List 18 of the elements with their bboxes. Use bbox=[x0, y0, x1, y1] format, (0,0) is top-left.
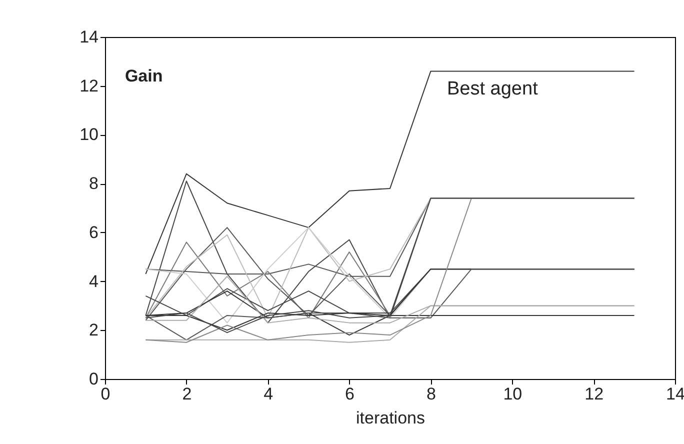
y-tick-label: 10 bbox=[80, 125, 98, 144]
y-axis-title: Gain bbox=[124, 66, 163, 86]
x-tick-label: 10 bbox=[503, 384, 522, 404]
x-tick-label: 12 bbox=[584, 384, 604, 404]
x-tick-label: 8 bbox=[426, 384, 436, 404]
y-tick-label: 2 bbox=[89, 320, 98, 340]
y-tick-label: 0 bbox=[89, 370, 98, 388]
x-tick-label: 2 bbox=[182, 384, 192, 404]
y-tick-label: 4 bbox=[89, 272, 98, 291]
y-tick-label: 8 bbox=[89, 174, 98, 194]
y-tick-label: 12 bbox=[80, 76, 98, 96]
x-tick-label: 4 bbox=[264, 384, 274, 404]
y-tick-label: 6 bbox=[89, 222, 98, 242]
x-axis-title: iterations bbox=[356, 408, 425, 428]
x-tick-label: 0 bbox=[100, 384, 110, 404]
x-tick-label: 6 bbox=[345, 384, 355, 404]
annotation: Best agent bbox=[447, 78, 539, 100]
y-tick-label: 14 bbox=[80, 28, 98, 46]
